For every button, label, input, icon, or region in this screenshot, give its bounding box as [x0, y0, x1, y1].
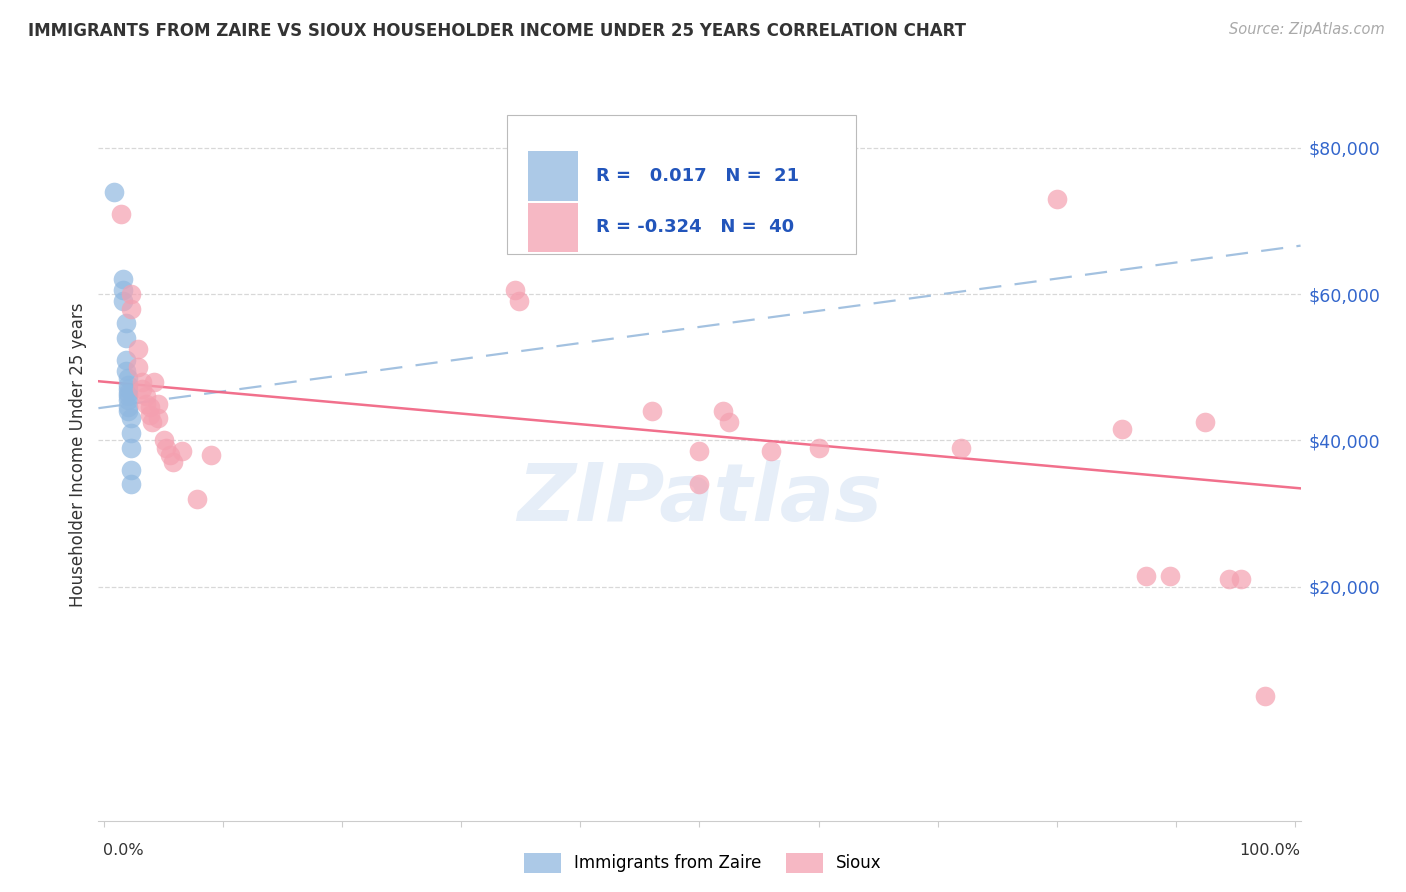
Point: [170, 444, 193, 458]
Text: Source: ZipAtlas.com: Source: ZipAtlas.com: [1229, 22, 1385, 37]
Point: [138, 401, 160, 415]
Point: [117, 385, 139, 400]
Point: [141, 415, 163, 429]
Point: [120, 462, 142, 476]
Point: [127, 360, 149, 375]
Text: 100.0%: 100.0%: [1240, 843, 1301, 858]
Text: IMMIGRANTS FROM ZAIRE VS SIOUX HOUSEHOLDER INCOME UNDER 25 YEARS CORRELATION CHA: IMMIGRANTS FROM ZAIRE VS SIOUX HOUSEHOLD…: [28, 22, 966, 40]
Point: [117, 371, 139, 385]
Point: [508, 294, 530, 309]
Point: [103, 185, 125, 199]
Point: [117, 401, 139, 415]
Point: [162, 455, 184, 469]
Point: [117, 382, 139, 396]
Point: [120, 287, 142, 301]
Bar: [527, 202, 578, 252]
Point: [807, 441, 830, 455]
Point: [117, 404, 139, 418]
Point: [689, 444, 711, 458]
Point: [131, 382, 153, 396]
Point: [117, 392, 139, 407]
Legend: Immigrants from Zaire, Sioux: Immigrants from Zaire, Sioux: [517, 847, 889, 880]
Point: [135, 397, 157, 411]
Point: [1135, 568, 1157, 582]
Point: [146, 397, 169, 411]
Point: [1230, 572, 1253, 586]
Text: ZIPatlas: ZIPatlas: [517, 459, 882, 538]
Point: [135, 389, 157, 403]
Point: [1254, 690, 1277, 704]
FancyBboxPatch shape: [508, 115, 856, 253]
Text: 0.0%: 0.0%: [103, 843, 143, 858]
Point: [143, 375, 166, 389]
Point: [120, 441, 142, 455]
Text: R = -0.324   N =  40: R = -0.324 N = 40: [596, 219, 794, 236]
Point: [114, 364, 136, 378]
Point: [718, 415, 741, 429]
Point: [186, 491, 208, 506]
Point: [138, 408, 160, 422]
Point: [120, 301, 142, 316]
Point: [131, 375, 153, 389]
Point: [641, 404, 664, 418]
Y-axis label: Householder Income Under 25 years: Householder Income Under 25 years: [69, 302, 87, 607]
Point: [117, 378, 139, 392]
Point: [120, 411, 142, 425]
Point: [200, 448, 222, 462]
Point: [114, 352, 136, 367]
Point: [159, 448, 181, 462]
Point: [127, 342, 149, 356]
Point: [110, 206, 132, 220]
Point: [120, 477, 142, 491]
Point: [114, 316, 136, 330]
Point: [114, 331, 136, 345]
Point: [153, 434, 176, 448]
Point: [1194, 415, 1216, 429]
Point: [1159, 568, 1181, 582]
Text: R =   0.017   N =  21: R = 0.017 N = 21: [596, 167, 799, 186]
Point: [112, 294, 135, 309]
Point: [1045, 192, 1067, 206]
Point: [112, 284, 135, 298]
Point: [112, 272, 135, 286]
Point: [155, 441, 177, 455]
Bar: [527, 152, 578, 201]
Point: [711, 404, 734, 418]
Point: [120, 425, 142, 440]
Point: [950, 441, 973, 455]
Point: [503, 284, 526, 298]
Point: [689, 477, 711, 491]
Point: [1111, 422, 1133, 436]
Point: [759, 444, 782, 458]
Point: [146, 411, 169, 425]
Point: [1218, 572, 1240, 586]
Point: [117, 389, 139, 403]
